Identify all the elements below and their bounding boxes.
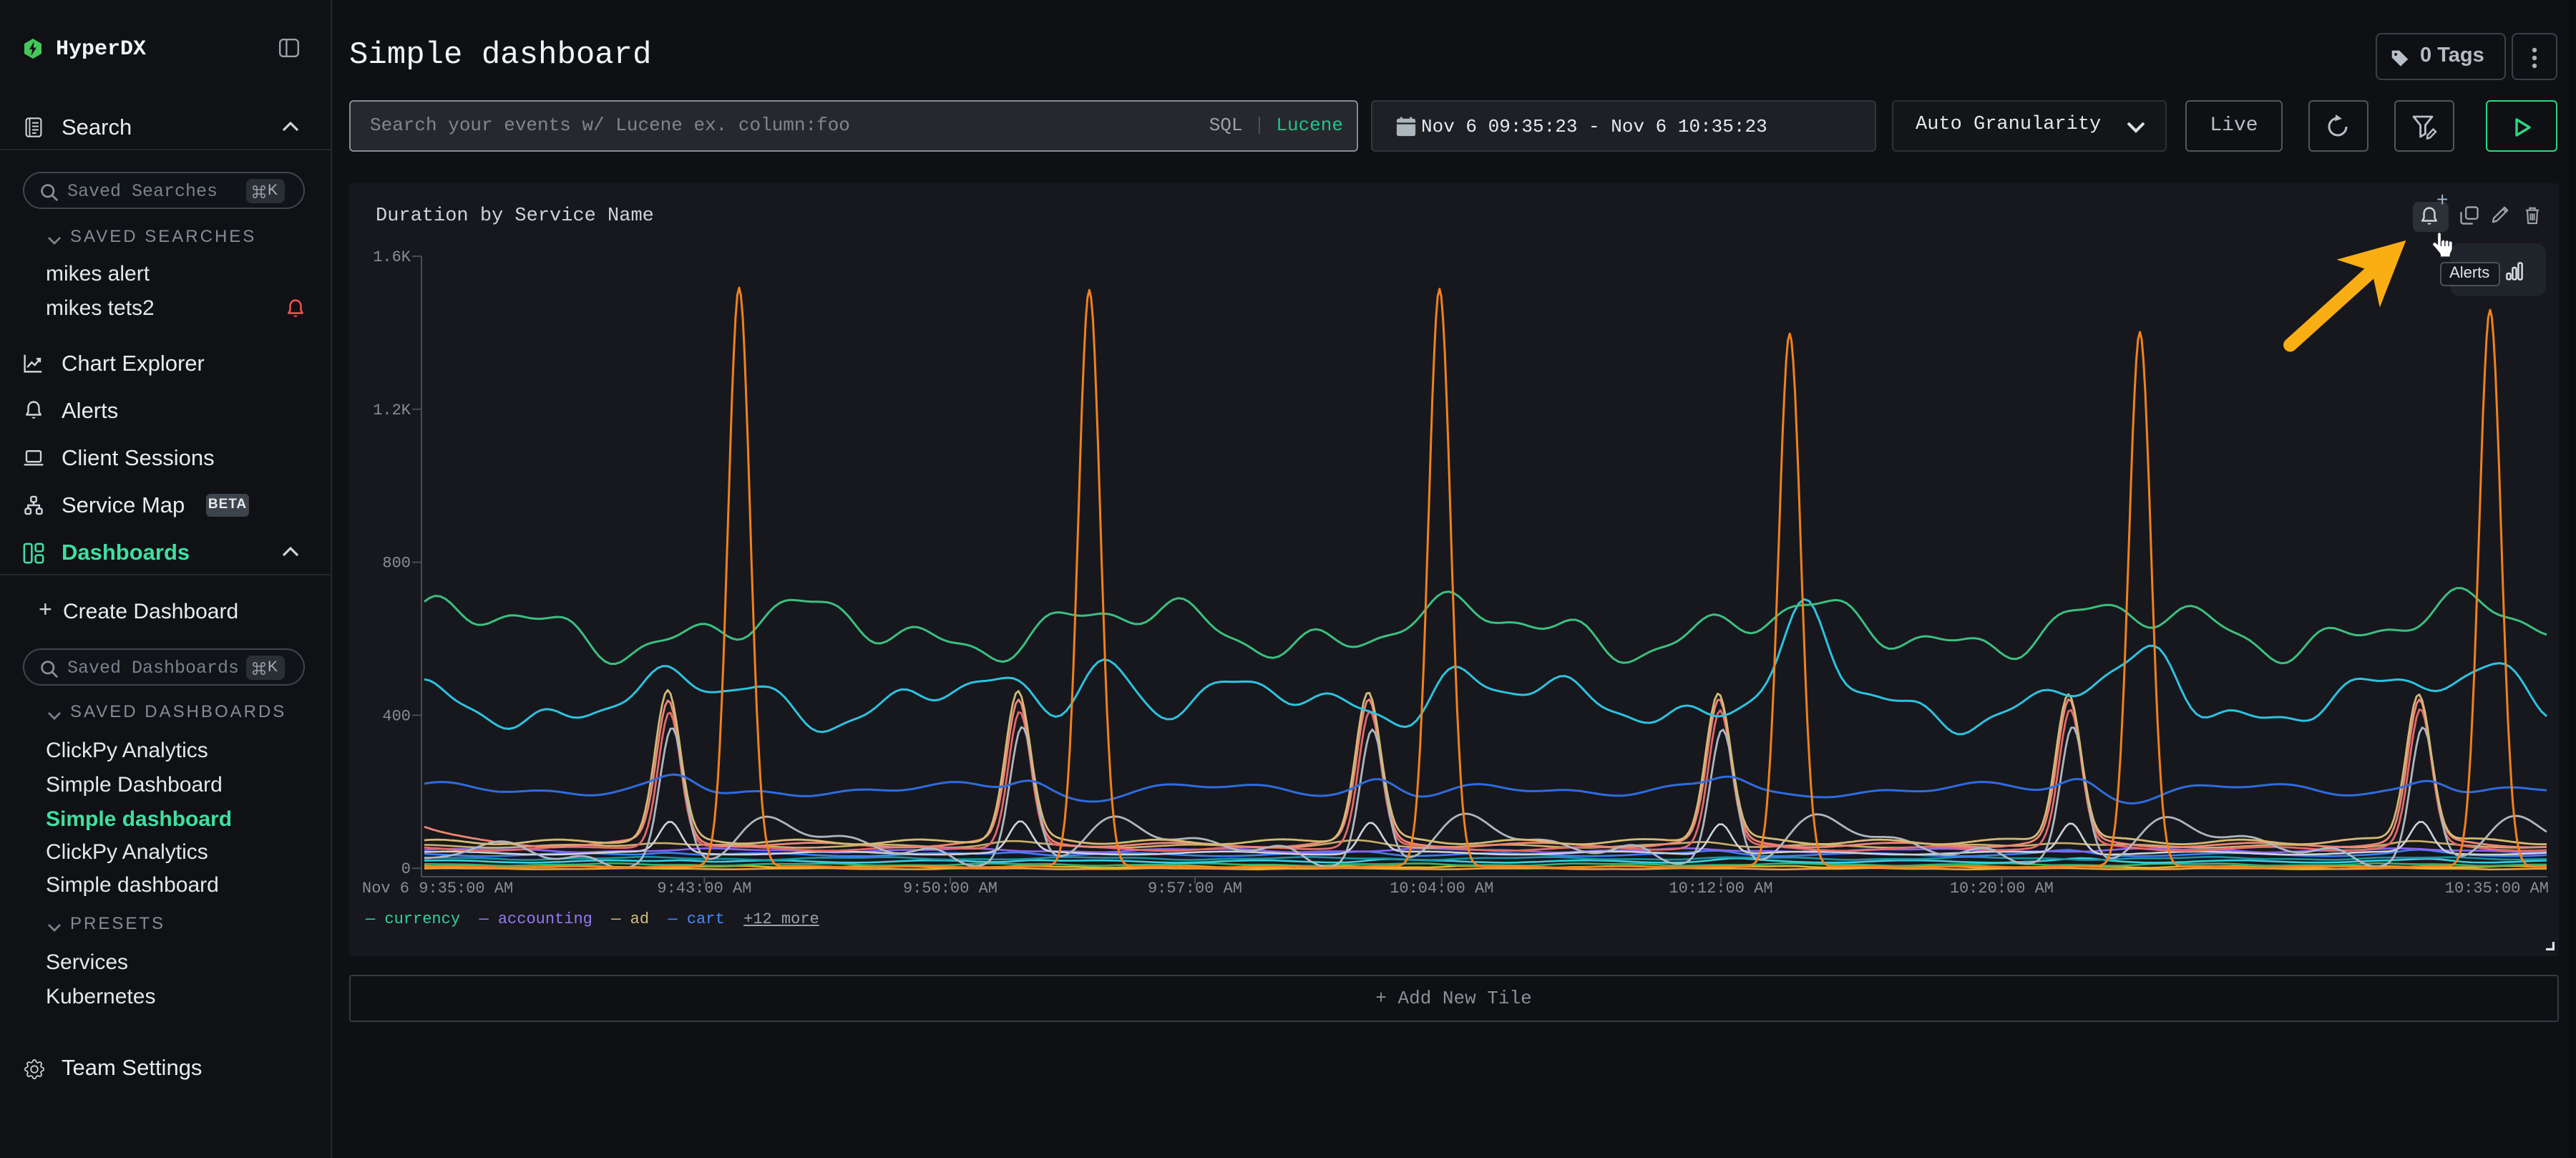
svg-text:10:20:00 AM: 10:20:00 AM	[1949, 880, 2053, 897]
svg-text:800: 800	[381, 555, 410, 573]
svg-text:9:43:00 AM: 9:43:00 AM	[656, 880, 751, 897]
svg-text:10:04:00 AM: 10:04:00 AM	[1389, 880, 1493, 897]
svg-text:Nov 6 9:35:00 AM: Nov 6 9:35:00 AM	[361, 880, 512, 897]
svg-text:400: 400	[381, 707, 410, 725]
svg-text:10:35:00 AM: 10:35:00 AM	[2444, 880, 2548, 897]
svg-text:10:12:00 AM: 10:12:00 AM	[1668, 880, 1772, 897]
svg-text:9:57:00 AM: 9:57:00 AM	[1147, 880, 1241, 897]
svg-text:0: 0	[401, 860, 410, 878]
svg-text:9:50:00 AM: 9:50:00 AM	[902, 880, 997, 897]
svg-text:1.2K: 1.2K	[372, 402, 411, 419]
svg-text:1.6K: 1.6K	[372, 248, 411, 266]
